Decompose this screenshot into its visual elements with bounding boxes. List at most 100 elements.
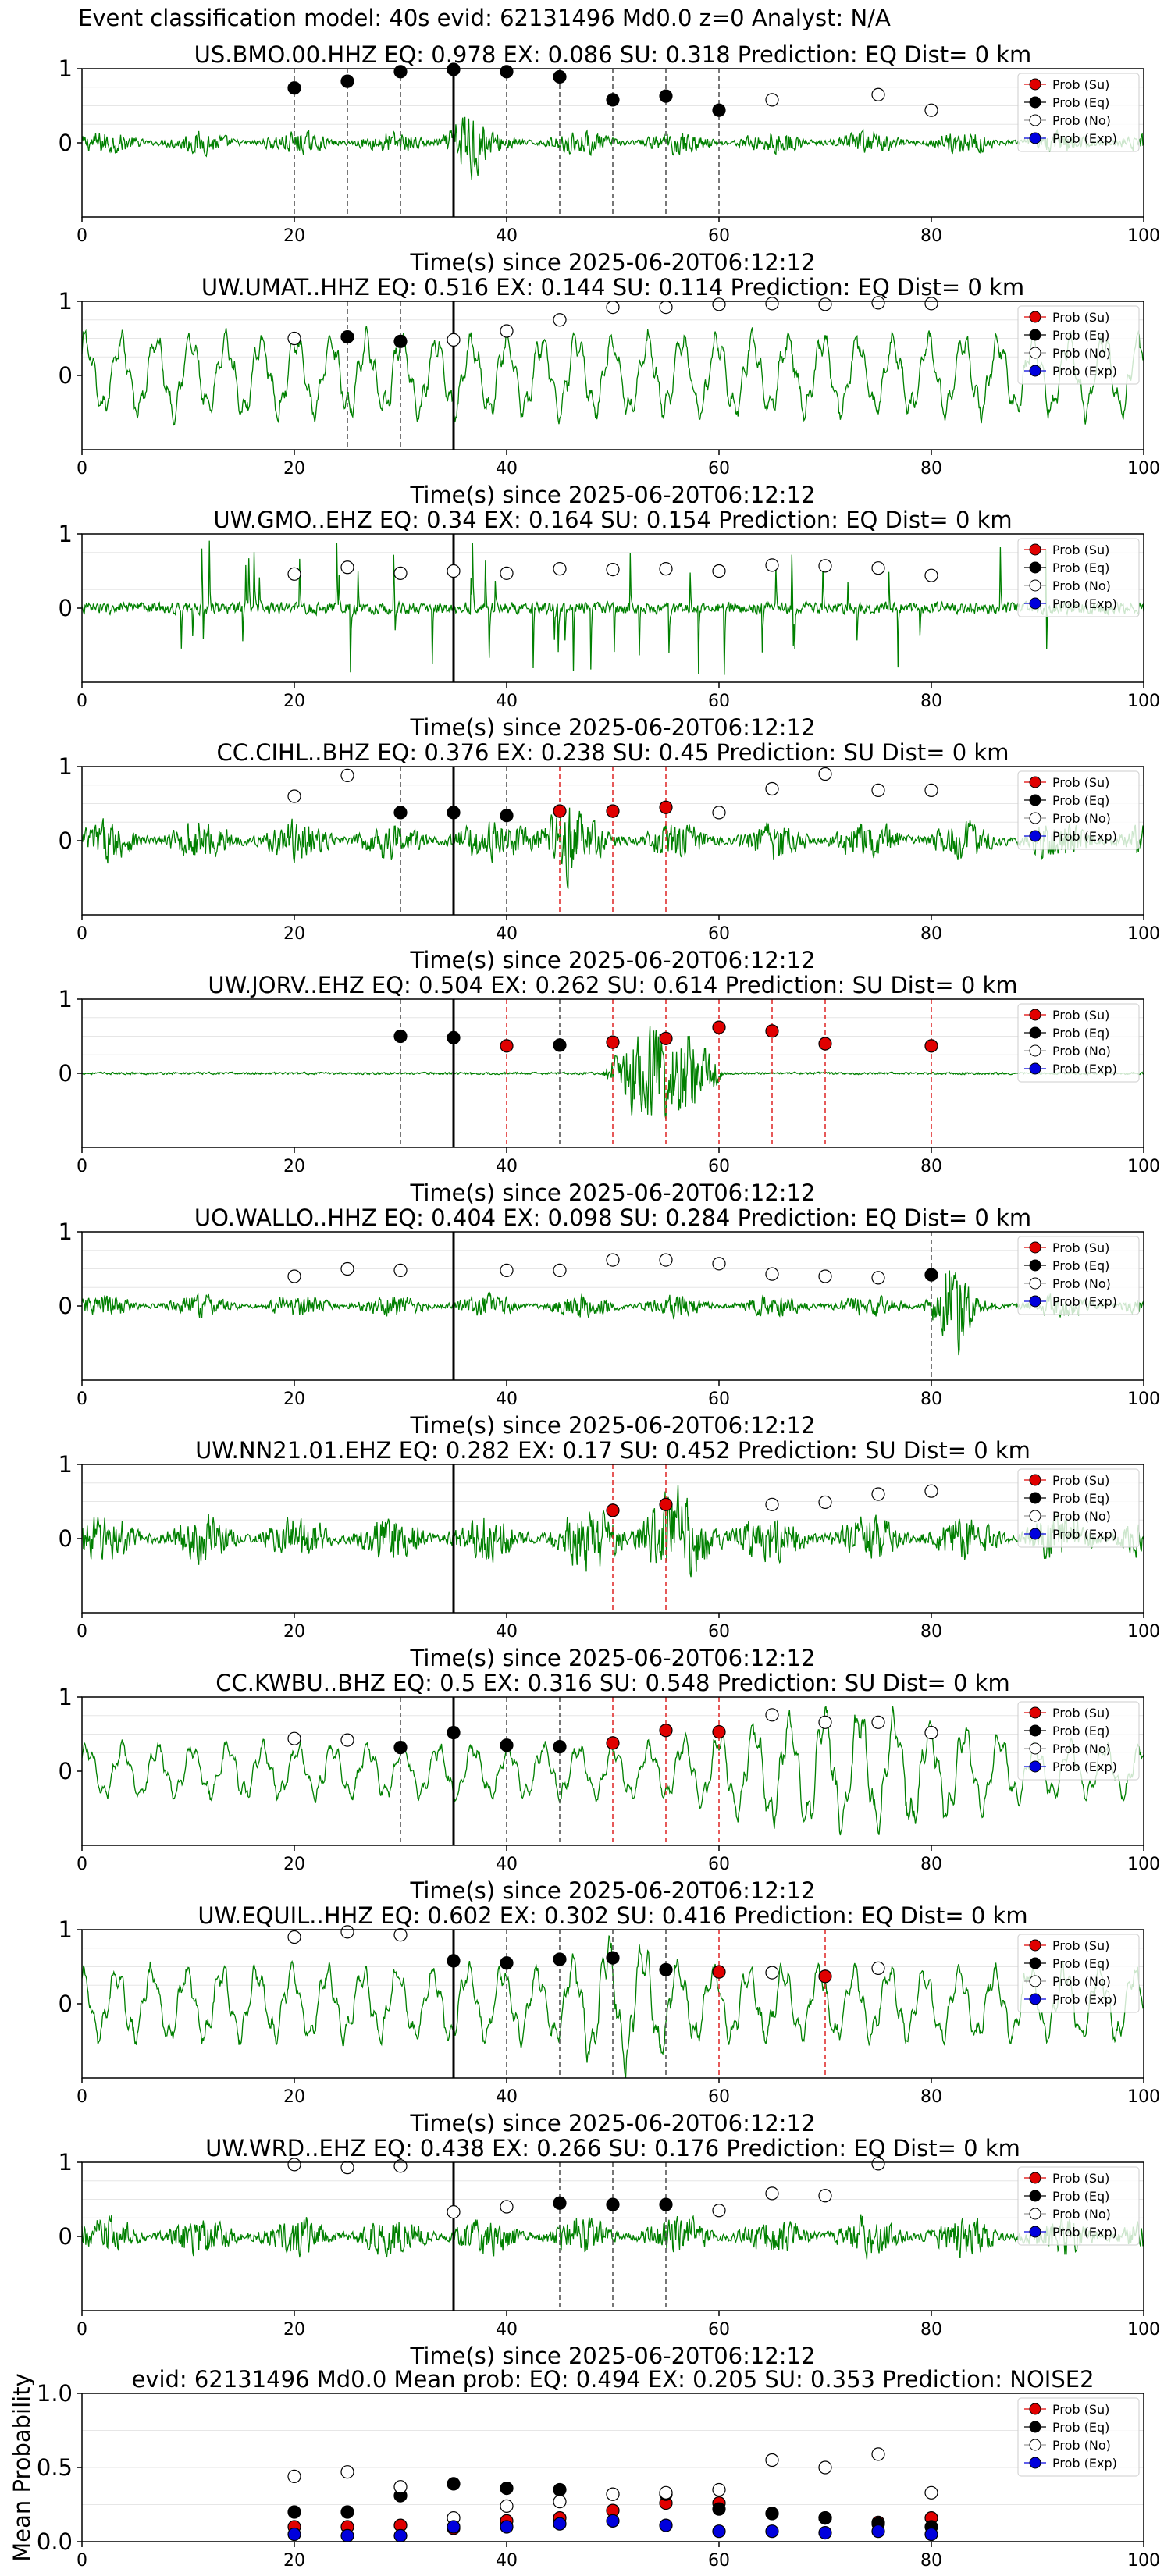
x-tick-label: 100 (1127, 1157, 1160, 1176)
y-tick-label: 1 (59, 2149, 73, 2176)
x-tick-label: 40 (496, 2320, 518, 2339)
point-no (659, 562, 673, 576)
point-exp (659, 2518, 673, 2532)
x-tick-label: 0 (77, 1855, 87, 1874)
point-no (818, 2460, 832, 2475)
point-no (818, 559, 832, 573)
legend-marker-no (1029, 2208, 1041, 2220)
legend-label: Prob (No) (1052, 113, 1111, 128)
point-exp (287, 2527, 301, 2542)
point-no (393, 2159, 408, 2173)
panel-11: 0 20 40 60 80 100 0.0 0.5 1.0 evid: 62131496 Md0.… (9, 2366, 1160, 2571)
x-axis-label: Time(s) since 2025-06-20T06:12:12 (410, 2110, 816, 2137)
y-tick-label: 0 (59, 362, 73, 389)
x-tick-label: 100 (1127, 459, 1160, 479)
legend-marker-exp (1029, 1062, 1041, 1075)
point-no (765, 781, 779, 796)
point-no (871, 87, 885, 101)
point-no (871, 1715, 885, 1729)
legend-marker-exp (1029, 2457, 1041, 2469)
panel-1: 0 20 40 60 80 100 0 1 US.BMO.00.HHZ EQ: 0.978 EX… (59, 41, 1160, 276)
point-su (924, 1039, 938, 1053)
point-eq (553, 2196, 567, 2210)
legend-marker-no (1029, 1510, 1041, 1522)
point-eq (447, 62, 461, 76)
point-no (871, 2447, 885, 2461)
waveform-trace (81, 1485, 1144, 1578)
legend-label: Prob (No) (1052, 1742, 1111, 1756)
point-eq (606, 2197, 620, 2211)
point-no (818, 767, 832, 781)
point-eq (553, 1038, 567, 1052)
point-eq (393, 334, 408, 348)
x-tick-label: 60 (708, 2320, 730, 2339)
point-exp (553, 2517, 567, 2531)
legend-label: Prob (Eq) (1052, 793, 1109, 808)
panel-title: UO.WALLO..HHZ EQ: 0.404 EX: 0.098 SU: 0.… (194, 1204, 1031, 1231)
legend-label: Prob (No) (1052, 578, 1111, 593)
y-tick-label: 0 (59, 827, 73, 854)
panel-6: 0 20 40 60 80 100 0 1 UO.WALLO..HHZ EQ: 0.404 EX… (59, 1204, 1160, 1439)
point-no (765, 297, 779, 311)
legend-marker-no (1029, 1277, 1041, 1290)
point-no (659, 1253, 673, 1267)
point-no (447, 2205, 461, 2219)
point-no (500, 1263, 514, 1278)
point-no (447, 564, 461, 578)
point-no (287, 789, 301, 803)
point-no (553, 562, 567, 576)
panel-4: 0 20 40 60 80 100 0 1 CC.CIHL..BHZ EQ: 0.376 EX:… (59, 739, 1160, 973)
point-eq (287, 81, 301, 95)
legend-label: Prob (Su) (1052, 1008, 1109, 1023)
panel-title: UW.WRD..EHZ EQ: 0.438 EX: 0.266 SU: 0.17… (205, 2135, 1020, 2161)
point-no (340, 1261, 354, 1276)
legend-marker-su (1029, 78, 1041, 91)
point-eq (606, 1951, 620, 1965)
x-axis-label: Time(s) since 2025-06-20T06:12:12 (410, 2343, 816, 2369)
legend-marker-eq (1029, 561, 1041, 574)
x-tick-label: 20 (283, 1389, 305, 1409)
legend-label: Prob (Su) (1052, 2171, 1109, 2186)
legend-marker-no (1029, 1975, 1041, 1987)
legend-label: Prob (Eq) (1052, 560, 1109, 575)
point-no (924, 2485, 938, 2500)
x-axis-label: Time(s) since 2025-06-20T06:12:12 (410, 1645, 816, 1671)
x-axis-label: Time(s) since 2025-06-20T06:12:12 (410, 714, 816, 741)
panel-8: 0 20 40 60 80 100 0 1 CC.KWBU..BHZ EQ: 0.5 EX: 0… (59, 1670, 1160, 1904)
point-no (871, 783, 885, 798)
x-tick-label: 0 (77, 1622, 87, 1642)
waveform-trace (81, 2214, 1144, 2260)
legend-label: Prob (Eq) (1052, 1491, 1109, 1506)
x-tick-label: 40 (496, 1622, 518, 1642)
waveform-trace (81, 326, 1144, 426)
x-tick-label: 40 (496, 2087, 518, 2107)
legend-label: Prob (Exp) (1052, 596, 1117, 611)
legend-marker-su (1029, 1241, 1041, 1254)
panel-title: evid: 62131496 Md0.0 Mean prob: EQ: 0.49… (131, 2366, 1094, 2393)
y-tick-label: 1.0 (37, 2380, 73, 2407)
legend-marker-su (1029, 1706, 1041, 1719)
point-no (765, 2453, 779, 2467)
legend-label: Prob (Eq) (1052, 95, 1109, 110)
legend-marker-exp (1029, 1993, 1041, 2005)
point-su (606, 804, 620, 818)
legend-marker-no (1029, 347, 1041, 359)
point-no (765, 1966, 779, 1980)
y-tick-label: 0.5 (37, 2454, 73, 2481)
point-no (765, 1708, 779, 1722)
x-tick-label: 80 (920, 1622, 942, 1642)
legend-marker-su (1029, 311, 1041, 323)
x-axis-label: Time(s) since 2025-06-20T06:12:12 (410, 1179, 816, 1206)
legend-marker-su (1029, 1009, 1041, 1021)
point-exp (340, 2528, 354, 2542)
legend-label: Prob (Exp) (1052, 364, 1117, 379)
point-no (871, 1271, 885, 1285)
x-tick-label: 100 (1127, 924, 1160, 944)
legend-box (1017, 2166, 1140, 2246)
legend-label: Prob (Su) (1052, 543, 1109, 557)
point-eq (500, 1738, 514, 1752)
legend-label: Prob (Exp) (1052, 1062, 1117, 1076)
point-eq (447, 1954, 461, 1968)
x-tick-label: 0 (77, 1389, 87, 1409)
x-tick-label: 100 (1127, 2320, 1160, 2339)
